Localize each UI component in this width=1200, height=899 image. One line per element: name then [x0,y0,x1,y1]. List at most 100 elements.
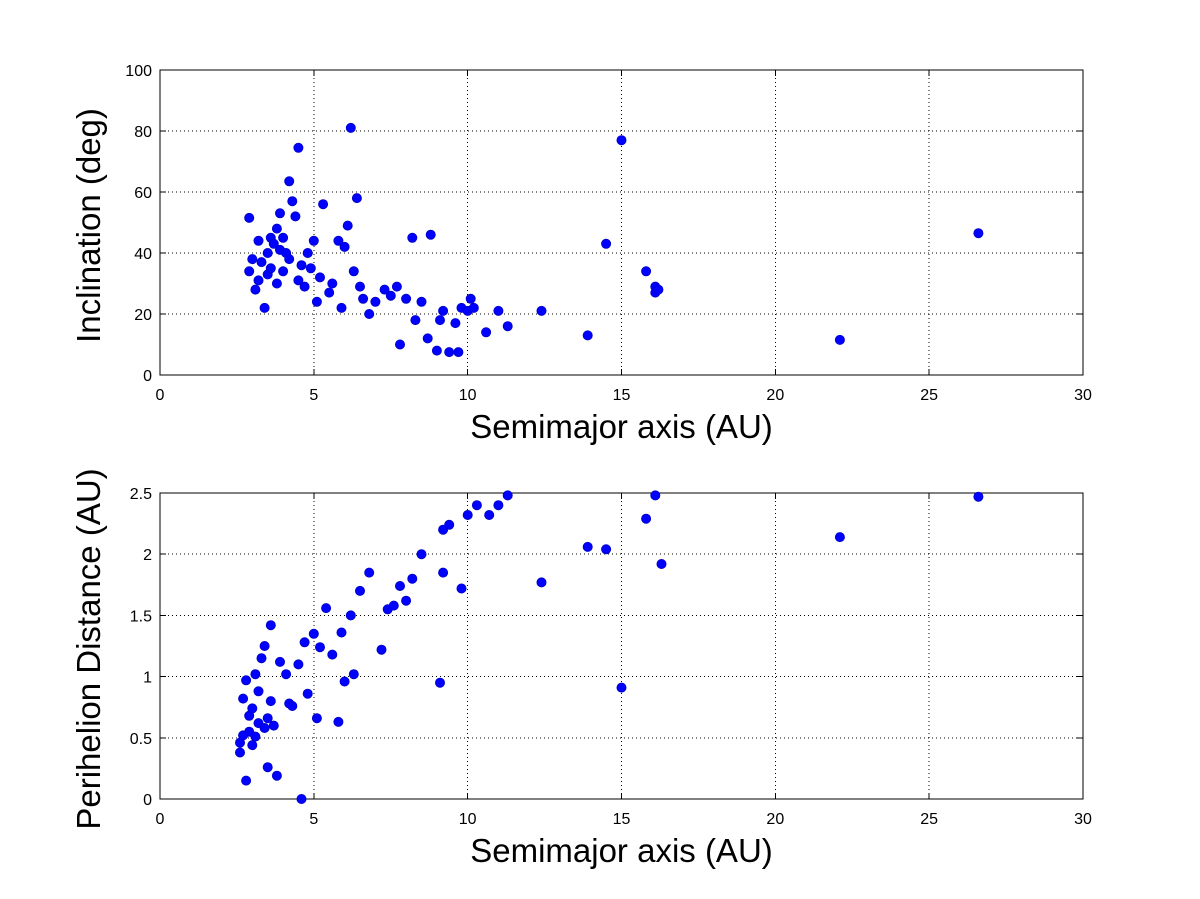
data-point [281,669,292,680]
data-point [410,315,421,326]
data-point [287,196,298,207]
x-tick-label: 30 [1074,387,1092,404]
data-point [656,559,667,570]
data-point [358,293,369,304]
data-point [354,281,365,292]
data-point [438,305,449,316]
perihelion-scatter-plot: 0 5 10 15 20 25 30 0 0.5 1 1.5 2 2.5 Semimajor axis (… [70,468,1092,869]
data-point [327,278,338,289]
data-point [342,220,353,231]
data-point [536,577,547,588]
data-point [394,581,405,592]
data-point [259,723,270,734]
data-point [314,272,325,283]
data-point [265,620,276,631]
y-tick-label: 2 [143,547,152,564]
x-axis-label: Semimajor axis (AU) [470,832,773,869]
data-point [327,649,338,660]
data-point [253,686,264,697]
data-point [305,263,316,274]
data-point [234,747,245,758]
data-point [302,247,313,258]
data-point [641,513,652,524]
data-point [616,135,627,146]
data-point [250,731,261,742]
data-point [444,519,455,530]
data-point [311,713,322,724]
x-tick-label: 10 [459,387,477,404]
data-point [434,315,445,326]
x-tick-label: 15 [613,387,631,404]
data-point [250,284,261,295]
data-point [370,296,381,307]
data-point [259,641,270,652]
y-tick-label: 60 [134,185,152,202]
y-tick-label: 80 [134,124,152,141]
data-point [271,278,282,289]
data-point [416,549,427,560]
data-point [314,642,325,653]
data-point [284,176,295,187]
y-tick-label: 0 [143,368,152,385]
data-point [268,238,279,249]
data-point [290,211,301,222]
data-point [484,509,495,520]
data-point [364,308,375,319]
data-point [973,491,984,502]
data-point [336,627,347,638]
y-tick-label: 2.5 [130,486,152,503]
data-point [265,696,276,707]
data-point [462,509,473,520]
data-point [471,500,482,511]
data-point [278,232,289,243]
x-tick-label: 10 [459,811,477,828]
x-tick-label: 30 [1074,811,1092,828]
y-tick-label: 0 [143,792,152,809]
y-tick-label: 1 [143,670,152,687]
data-point [308,628,319,639]
data-point [364,567,375,578]
data-point [262,713,273,724]
data-point [601,238,612,249]
data-point [834,334,845,345]
data-point [302,688,313,699]
data-point [385,290,396,301]
data-point [293,275,304,286]
data-point [274,208,285,219]
y-axis-label: Perihelion Distance (AU) [70,468,107,829]
data-point [450,318,461,329]
x-tick-label: 5 [309,387,318,404]
data-point [493,500,504,511]
data-point [256,257,267,268]
data-point [253,275,264,286]
data-point [244,266,255,277]
data-point [401,595,412,606]
data-point [247,254,258,265]
data-point [416,296,427,307]
x-tick-label: 5 [309,811,318,828]
y-tick-label: 1.5 [130,608,152,625]
data-point [324,287,335,298]
data-point [339,241,350,252]
data-point [238,693,249,704]
data-point [333,716,344,727]
data-point [311,296,322,307]
data-point [278,266,289,277]
data-point [407,573,418,584]
data-point [354,585,365,596]
data-point [296,794,307,805]
data-point [388,600,399,611]
x-tick-label: 20 [766,811,784,828]
data-point [244,212,255,223]
data-point [834,532,845,543]
data-point [379,284,390,295]
data-point [376,644,387,655]
data-point [444,347,455,358]
data-point [502,490,513,501]
data-point [274,656,285,667]
data-point [262,762,273,773]
data-point [641,266,652,277]
data-points [234,490,984,805]
data-point [422,333,433,344]
